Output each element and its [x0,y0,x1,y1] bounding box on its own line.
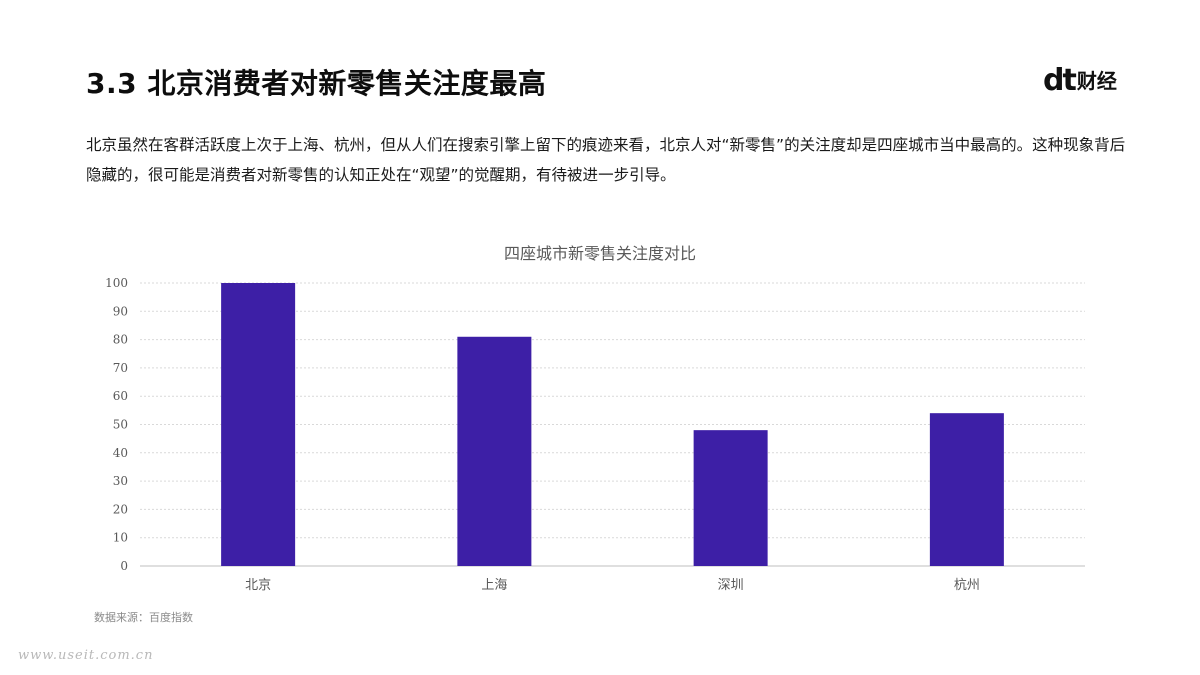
x-tick-label: 杭州 [954,578,980,593]
y-tick-label: 30 [113,474,128,488]
y-tick-label: 60 [113,389,128,403]
y-tick-label: 10 [113,531,128,545]
watermark: www.useit.com.cn [18,648,154,663]
chart-title: 四座城市新零售关注度对比 [503,244,696,263]
y-tick-label: 20 [113,502,128,516]
x-tick-label: 北京 [245,578,271,593]
y-tick-label: 90 [113,304,128,318]
y-tick-label: 0 [120,559,128,573]
brand-logo: dt 财经 [1043,66,1117,96]
y-tick-label: 50 [113,418,128,432]
intro-paragraph: 北京虽然在客群活跃度上次于上海、杭州，但从人们在搜索引擎上留下的痕迹来看，北京人… [86,136,1126,184]
page-title: 3.3 北京消费者对新零售关注度最高 [86,67,547,100]
bar-2 [457,336,532,566]
x-tick-label: 上海 [481,578,507,593]
bar-4 [929,413,1004,566]
brand-logo-mark: dt [1043,63,1077,98]
x-tick-label: 深圳 [718,578,744,593]
y-tick-label: 80 [113,333,128,347]
y-tick-label: 40 [113,446,128,460]
brand-logo-word: 财经 [1076,69,1117,93]
bar-3 [693,430,768,566]
bar-1 [221,283,296,566]
y-tick-label: 100 [105,276,128,290]
source-note: 数据来源：百度指数 [94,611,193,624]
y-tick-label: 70 [113,361,128,375]
